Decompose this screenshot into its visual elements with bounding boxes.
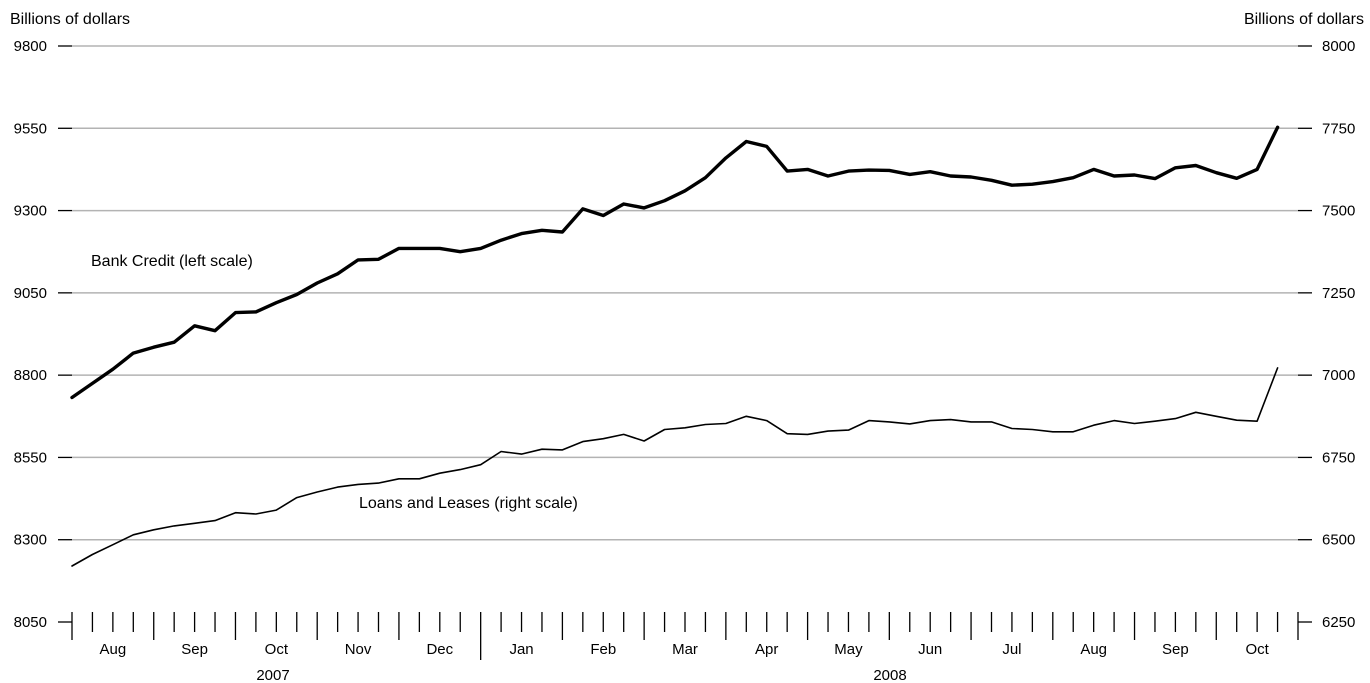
right-tick-label: 6500 (1322, 532, 1355, 549)
right-tick-label: 7500 (1322, 203, 1355, 220)
month-label: Nov (345, 641, 372, 658)
right-tick-label: 7750 (1322, 120, 1355, 137)
month-label: Feb (590, 641, 616, 658)
right-tick-label: 7250 (1322, 285, 1355, 302)
gridlines (72, 45, 1298, 541)
left-tick-label: 9800 (14, 38, 47, 55)
left-tick-label: 8300 (14, 532, 47, 549)
year-label-2008: 2008 (873, 667, 906, 683)
month-label: May (834, 641, 863, 658)
right-axis-title: Billions of dollars (1244, 11, 1364, 28)
left-tick-label: 9050 (14, 285, 47, 302)
month-label: Sep (181, 641, 208, 658)
series-label-loans-and-leases: Loans and Leases (right scale) (359, 495, 578, 512)
left-tick-label: 9550 (14, 120, 47, 137)
month-label: Oct (265, 641, 289, 658)
year-label-2007: 2007 (256, 667, 289, 683)
left-tick-label: 8550 (14, 449, 47, 466)
left-axis-ticks: 9800 9550 9300 9050 8800 8550 8300 8050 (14, 38, 72, 631)
month-label: Sep (1162, 641, 1189, 658)
month-label: Dec (426, 641, 453, 658)
month-label: Aug (1080, 641, 1107, 658)
month-label: Aug (100, 641, 127, 658)
right-tick-label: 7000 (1322, 367, 1355, 384)
month-label: Jul (1002, 641, 1021, 658)
left-axis-title: Billions of dollars (10, 11, 130, 28)
series-lines (70, 125, 1280, 567)
right-axis-ticks: 8000 7750 7500 7250 7000 6750 6500 6250 (1298, 38, 1355, 631)
left-tick-label: 9300 (14, 203, 47, 220)
left-tick-label: 8050 (14, 614, 47, 631)
month-label: Jan (509, 641, 533, 658)
series-line-loans-and-leases (71, 367, 1279, 567)
month-label: Mar (672, 641, 698, 658)
series-line-bank-credit (70, 125, 1280, 400)
right-tick-label: 6750 (1322, 449, 1355, 466)
right-tick-label: 6250 (1322, 614, 1355, 631)
month-label: Oct (1245, 641, 1269, 658)
right-tick-label: 8000 (1322, 38, 1355, 55)
month-label: Apr (755, 641, 778, 658)
month-label: Jun (918, 641, 942, 658)
left-tick-label: 8800 (14, 367, 47, 384)
series-label-bank-credit: Bank Credit (left scale) (91, 253, 253, 270)
x-axis: Aug Sep Oct Nov Dec Jan Feb Mar Apr May Jun Jul Aug S… (71, 612, 1299, 683)
